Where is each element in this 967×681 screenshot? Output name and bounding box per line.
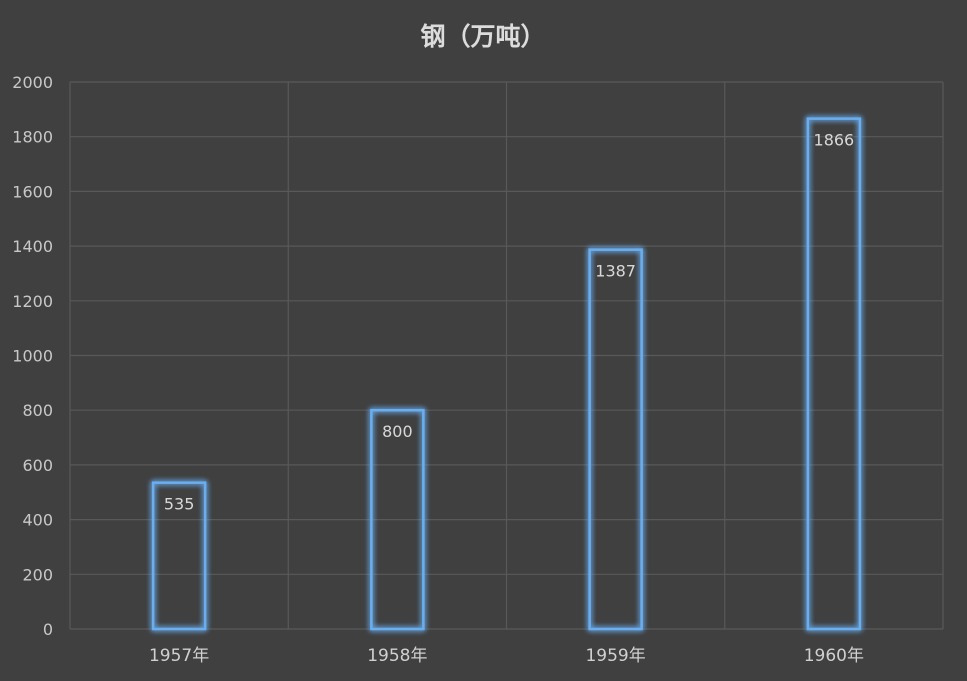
bar-3 bbox=[806, 117, 862, 631]
bar-0 bbox=[151, 481, 207, 631]
data-label-0: 535 bbox=[164, 495, 195, 514]
x-tick-label-0: 1957年 bbox=[149, 646, 209, 666]
x-tick-label-2: 1959年 bbox=[585, 646, 645, 666]
y-tick-label-5: 1000 bbox=[12, 347, 53, 366]
data-label-2: 1387 bbox=[595, 262, 636, 281]
y-tick-label-9: 1800 bbox=[12, 128, 53, 147]
data-labels: 535 800 1387 1866 bbox=[164, 131, 854, 514]
y-axis-ticks: 0 200 400 600 800 1000 1200 1400 1600 1800 2000 bbox=[12, 73, 53, 639]
data-label-3: 1866 bbox=[814, 131, 855, 150]
y-tick-label-0: 0 bbox=[43, 620, 53, 639]
x-axis-ticks: 1957年 1958年 1959年 1960年 bbox=[149, 646, 864, 666]
y-tick-label-4: 800 bbox=[22, 401, 53, 420]
grid bbox=[69, 81, 944, 630]
x-tick-label-3: 1960年 bbox=[804, 646, 864, 666]
chart-title: 钢（万吨） bbox=[420, 22, 545, 51]
data-label-1: 800 bbox=[382, 422, 413, 441]
y-tick-label-10: 2000 bbox=[12, 73, 53, 92]
bar-1 bbox=[370, 408, 425, 631]
y-tick-label-2: 400 bbox=[22, 511, 53, 530]
bars bbox=[151, 117, 862, 631]
x-tick-label-1: 1958年 bbox=[367, 646, 427, 666]
bar-2 bbox=[588, 248, 643, 631]
y-tick-label-7: 1400 bbox=[12, 237, 53, 256]
y-tick-label-3: 600 bbox=[22, 456, 53, 475]
y-tick-label-8: 1600 bbox=[12, 182, 53, 201]
y-tick-label-6: 1200 bbox=[12, 292, 53, 311]
y-tick-label-1: 200 bbox=[22, 565, 53, 584]
